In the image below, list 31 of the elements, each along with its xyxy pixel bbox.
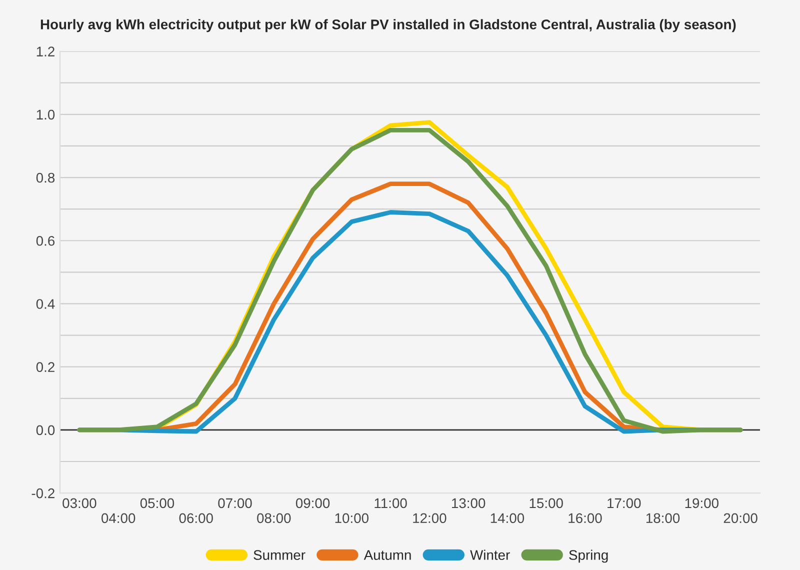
x-tick-label: 11:00 — [374, 498, 407, 508]
x-tick-label: 18:00 — [646, 513, 680, 524]
x-tick-label: 20:00 — [724, 513, 758, 524]
y-tick-label: 0.8 — [36, 172, 55, 183]
legend-label: Winter — [470, 550, 510, 560]
x-tick-label: 14:00 — [490, 513, 524, 524]
x-tick-label: 19:00 — [685, 498, 719, 508]
x-tick-label: 15:00 — [530, 498, 563, 508]
y-tick-label: 0.4 — [36, 299, 55, 309]
chart-title: Hourly avg kWh electricity output per kW of Solar PV installed in Gladstone Central, Australia (by season) — [40, 19, 736, 32]
x-tick-label: 07:00 — [218, 498, 252, 508]
y-tick-label: 0.0 — [36, 425, 55, 436]
y-tick-label: 0.6 — [36, 236, 55, 246]
x-tick-label: 03:00 — [62, 498, 96, 508]
x-tick-label: 08:00 — [257, 513, 291, 524]
x-tick-label: 13:00 — [452, 498, 486, 508]
x-tick-label: 17:00 — [608, 498, 641, 508]
legend-label: Summer — [254, 550, 306, 560]
x-tick-label: 04:00 — [102, 513, 136, 524]
x-tick-label: 09:00 — [296, 498, 330, 508]
x-tick-label: 12:00 — [413, 513, 446, 524]
x-tick-label: 16:00 — [568, 513, 602, 524]
y-tick-label: 0.2 — [36, 362, 54, 372]
y-tick-label: -0.2 — [32, 488, 54, 498]
legend-label: Autumn — [364, 550, 411, 560]
y-tick-label: 1.2 — [36, 46, 54, 56]
x-tick-label: 05:00 — [140, 498, 174, 508]
x-tick-label: 10:00 — [335, 513, 369, 524]
x-tick-label: 06:00 — [179, 513, 213, 524]
y-tick-label: 1.0 — [36, 110, 55, 120]
legend-label: Spring — [569, 550, 608, 563]
